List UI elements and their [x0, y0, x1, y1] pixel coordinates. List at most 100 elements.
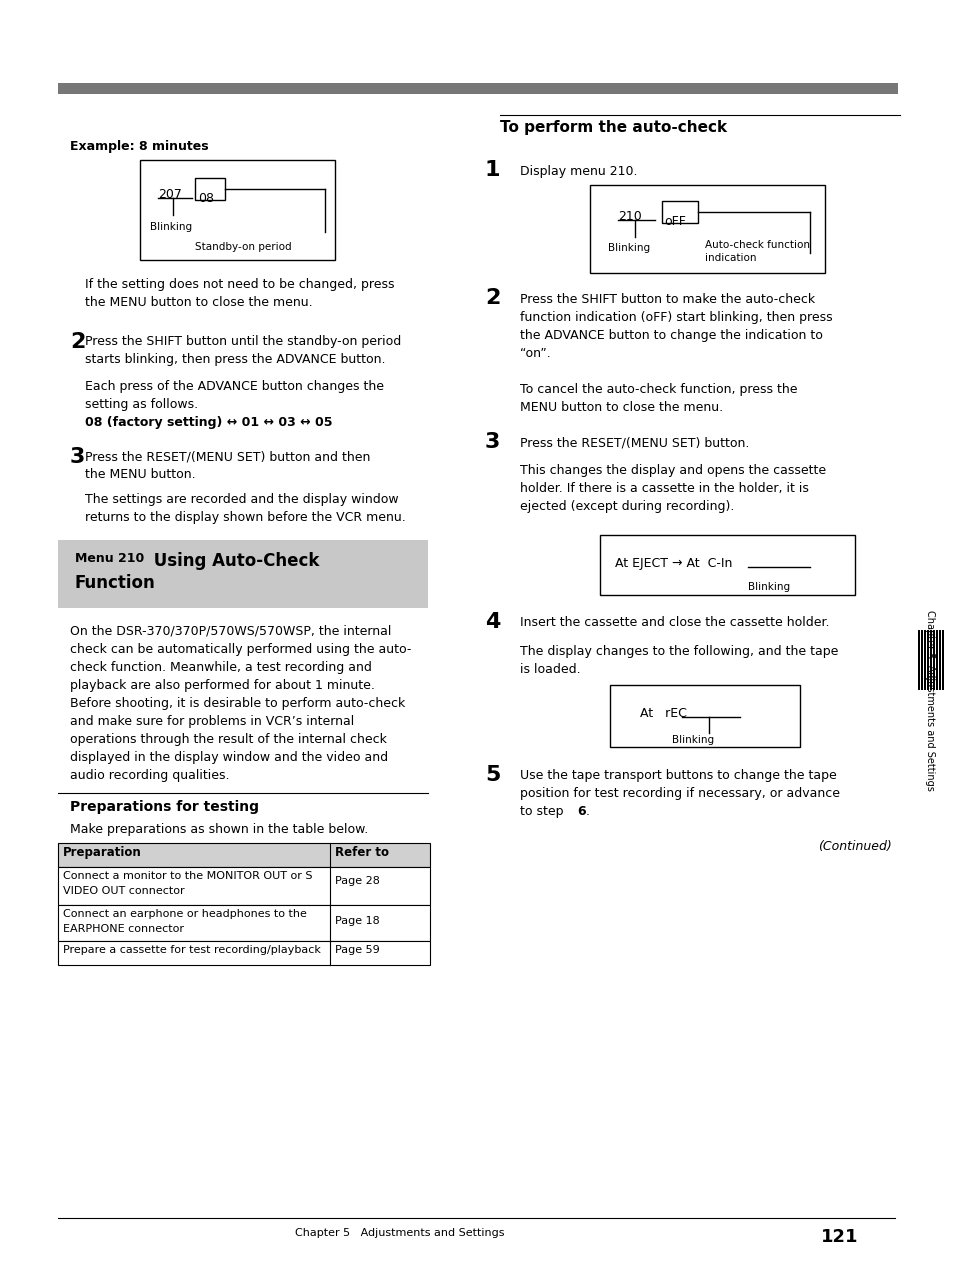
Text: Make preparations as shown in the table below.: Make preparations as shown in the table …	[70, 823, 368, 836]
Bar	[140, 161, 335, 260]
Text: the ADVANCE button to change the indication to: the ADVANCE button to change the indicat…	[519, 329, 822, 341]
Bar	[938, 631, 939, 691]
Text: Display menu 210.: Display menu 210.	[519, 166, 637, 178]
Bar	[599, 535, 854, 595]
Text: 1: 1	[484, 161, 500, 180]
Text: 210: 210	[618, 210, 641, 223]
Bar	[937, 631, 938, 691]
Text: If the setting does not need to be changed, press: If the setting does not need to be chang…	[85, 278, 395, 290]
Bar	[58, 941, 430, 964]
Bar	[940, 631, 941, 691]
Text: Preparations for testing: Preparations for testing	[70, 800, 258, 814]
Text: Refer to: Refer to	[335, 846, 389, 859]
Text: Blinking: Blinking	[607, 243, 649, 254]
Text: Use the tape transport buttons to change the tape: Use the tape transport buttons to change…	[519, 769, 836, 782]
Text: audio recording qualities.: audio recording qualities.	[70, 769, 230, 782]
Text: the MENU button to close the menu.: the MENU button to close the menu.	[85, 296, 313, 310]
Bar	[58, 868, 430, 905]
Text: 6: 6	[577, 805, 585, 818]
Bar	[929, 631, 930, 691]
Text: indication: indication	[704, 254, 756, 262]
Text: Press the SHIFT button until the standby-on period: Press the SHIFT button until the standby…	[85, 335, 401, 348]
Text: setting as follows.: setting as follows.	[85, 397, 198, 412]
Bar	[917, 631, 918, 691]
Text: To perform the auto-check: To perform the auto-check	[499, 120, 726, 135]
Bar	[934, 631, 935, 691]
Text: This changes the display and opens the cassette: This changes the display and opens the c…	[519, 464, 825, 476]
Bar	[589, 185, 824, 273]
Text: starts blinking, then press the ADVANCE button.: starts blinking, then press the ADVANCE …	[85, 353, 385, 366]
Text: Prepare a cassette for test recording/playback: Prepare a cassette for test recording/pl…	[63, 945, 320, 956]
Bar	[922, 631, 923, 691]
Text: 3: 3	[484, 432, 500, 452]
Bar	[924, 631, 925, 691]
Text: position for test recording if necessary, or advance: position for test recording if necessary…	[519, 787, 840, 800]
Text: “on”.: “on”.	[519, 347, 550, 361]
Text: Page 59: Page 59	[335, 945, 379, 956]
Text: returns to the display shown before the VCR menu.: returns to the display shown before the …	[85, 511, 405, 524]
Text: Using Auto-Check: Using Auto-Check	[148, 552, 319, 569]
Text: Auto-check function: Auto-check function	[704, 240, 809, 250]
Text: the MENU button.: the MENU button.	[85, 468, 195, 482]
Bar	[194, 178, 225, 200]
Text: Press the RESET/(MENU SET) button.: Press the RESET/(MENU SET) button.	[519, 437, 749, 450]
Text: Chapter 5   Adjustments and Settings: Chapter 5 Adjustments and Settings	[294, 1228, 504, 1238]
Text: 5: 5	[484, 764, 500, 785]
Text: 4: 4	[484, 612, 500, 632]
Text: holder. If there is a cassette in the holder, it is: holder. If there is a cassette in the ho…	[519, 482, 808, 496]
Text: 121: 121	[821, 1228, 858, 1246]
Text: playback are also performed for about 1 minute.: playback are also performed for about 1 …	[70, 679, 375, 692]
Bar	[926, 631, 927, 691]
Text: oFF: oFF	[663, 215, 685, 228]
Bar	[609, 685, 800, 747]
Text: At   rEC: At rEC	[639, 707, 686, 720]
Text: Preparation: Preparation	[63, 846, 142, 859]
Bar	[930, 631, 931, 691]
Bar	[58, 843, 430, 868]
Text: On the DSR-370/370P/570WS/570WSP, the internal: On the DSR-370/370P/570WS/570WSP, the in…	[70, 626, 391, 638]
Text: Example: 8 minutes: Example: 8 minutes	[70, 140, 209, 153]
Bar	[919, 631, 920, 691]
Text: Function: Function	[75, 575, 155, 592]
Text: operations through the result of the internal check: operations through the result of the int…	[70, 733, 387, 747]
Bar	[661, 201, 698, 223]
Text: displayed in the display window and the video and: displayed in the display window and the …	[70, 750, 388, 764]
Text: Connect an earphone or headphones to the: Connect an earphone or headphones to the	[63, 910, 307, 919]
Text: 3: 3	[70, 447, 85, 468]
Text: Page 28: Page 28	[335, 877, 379, 885]
Text: Menu 210: Menu 210	[75, 552, 144, 564]
Text: (Continued): (Continued)	[817, 840, 891, 854]
Bar	[58, 83, 897, 94]
Text: is loaded.: is loaded.	[519, 662, 580, 676]
Text: Standby-on period: Standby-on period	[194, 242, 292, 252]
Bar	[58, 540, 428, 608]
Text: ejected (except during recording).: ejected (except during recording).	[519, 499, 734, 513]
Text: to step: to step	[519, 805, 567, 818]
Text: .: .	[585, 805, 589, 818]
Text: check can be automatically performed using the auto-: check can be automatically performed usi…	[70, 643, 411, 656]
Text: Blinking: Blinking	[150, 222, 192, 232]
Bar	[58, 905, 430, 941]
Bar	[935, 631, 936, 691]
Text: 207: 207	[158, 189, 182, 201]
Text: function indication (oFF) start blinking, then press: function indication (oFF) start blinking…	[519, 311, 832, 324]
Text: 08: 08	[198, 192, 213, 205]
Text: Blinking: Blinking	[747, 582, 789, 592]
Text: Connect a monitor to the MONITOR OUT or S: Connect a monitor to the MONITOR OUT or …	[63, 871, 313, 882]
Text: Blinking: Blinking	[671, 735, 714, 745]
Text: 08 (factory setting) ↔ 01 ↔ 03 ↔ 05: 08 (factory setting) ↔ 01 ↔ 03 ↔ 05	[85, 417, 333, 429]
Text: check function. Meanwhile, a test recording and: check function. Meanwhile, a test record…	[70, 661, 372, 674]
Text: and make sure for problems in VCR’s internal: and make sure for problems in VCR’s inte…	[70, 715, 354, 727]
Text: MENU button to close the menu.: MENU button to close the menu.	[519, 401, 722, 414]
Bar	[920, 631, 921, 691]
Text: Press the SHIFT button to make the auto-check: Press the SHIFT button to make the auto-…	[519, 293, 814, 306]
Text: Press the RESET/(MENU SET) button and then: Press the RESET/(MENU SET) button and th…	[85, 450, 370, 462]
Text: VIDEO OUT connector: VIDEO OUT connector	[63, 885, 185, 896]
Text: The display changes to the following, and the tape: The display changes to the following, an…	[519, 645, 838, 657]
Text: Chapter 5  Adjustments and Settings: Chapter 5 Adjustments and Settings	[924, 609, 934, 790]
Text: EARPHONE connector: EARPHONE connector	[63, 924, 184, 934]
Text: To cancel the auto-check function, press the: To cancel the auto-check function, press…	[519, 383, 797, 396]
Text: 2: 2	[484, 288, 500, 308]
Bar	[941, 631, 942, 691]
Text: Insert the cassette and close the cassette holder.: Insert the cassette and close the casset…	[519, 617, 828, 629]
